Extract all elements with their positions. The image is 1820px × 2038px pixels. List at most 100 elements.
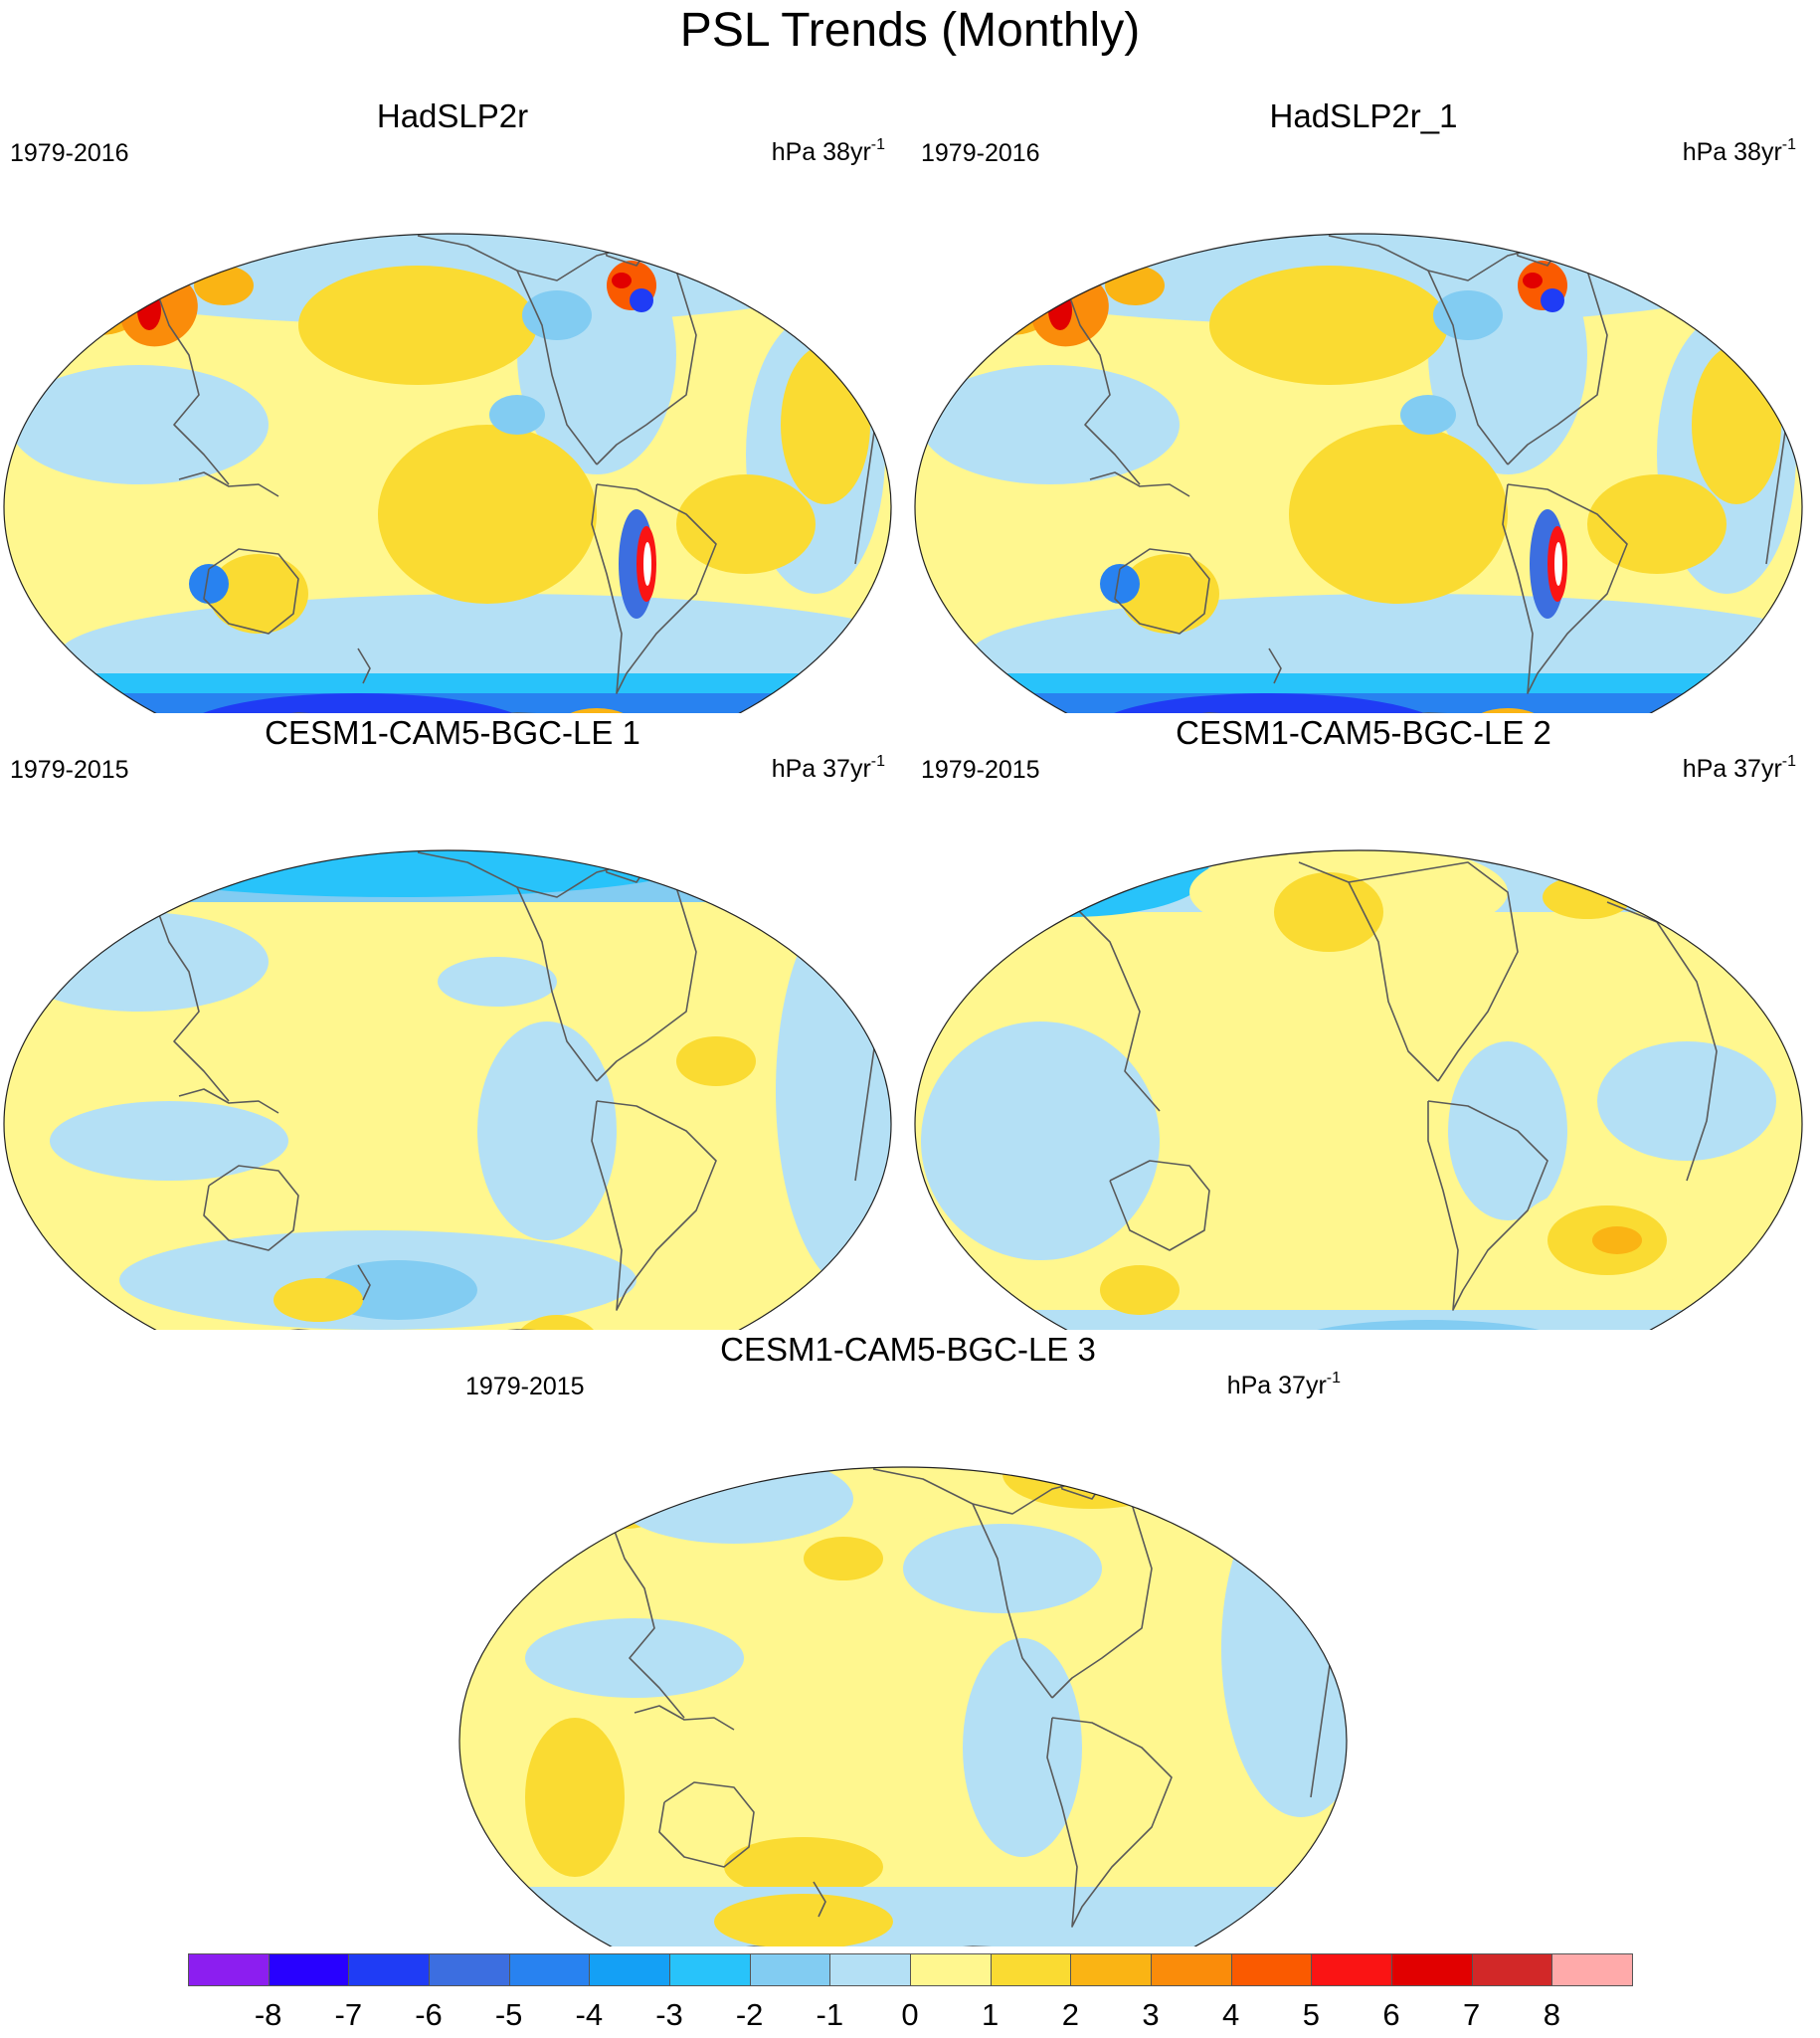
trend-region <box>99 850 696 897</box>
units-label: hPa 37yr-1 <box>1682 753 1796 783</box>
coastline <box>1059 270 1141 485</box>
south-america-outline <box>591 1100 717 1311</box>
trend-region <box>714 1894 893 1946</box>
coastline <box>933 1447 1012 1457</box>
map-border <box>3 849 892 1330</box>
coastline <box>1388 214 1468 224</box>
trend-region <box>1433 290 1503 340</box>
trend-region <box>1400 395 1456 435</box>
map-border <box>3 233 892 713</box>
trend-region <box>1587 474 1727 574</box>
trend-region <box>630 288 653 312</box>
coastline <box>1059 891 1161 1112</box>
trend-region <box>525 1618 744 1698</box>
trend-region <box>1543 875 1632 919</box>
map-panel-hadslp2r: HadSLP2r 1979-2016 hPa 38yr-1 <box>0 96 905 713</box>
trend-region <box>1554 542 1562 586</box>
trend-region <box>1692 345 1781 504</box>
colorbar-swatch <box>829 1953 911 1986</box>
trend-region <box>643 542 651 586</box>
australia-outline <box>658 1781 755 1868</box>
map-panel-cesm1-le-1: CESM1-CAM5-BGC-LE 1 1979-2015 hPa 37yr-1 <box>0 713 905 1330</box>
colorbar-tick-label: 6 <box>1382 1997 1400 2032</box>
coastline <box>1427 245 1608 465</box>
coastline <box>357 1264 371 1301</box>
coastline <box>516 861 697 1082</box>
coastline <box>477 831 557 840</box>
trend-region <box>1100 564 1140 604</box>
colorbar-swatch <box>1070 1953 1152 1986</box>
trend-region <box>615 1467 853 1544</box>
trend-field <box>4 831 891 1330</box>
coastline <box>972 1478 1153 1699</box>
colorbar-tick-label: -2 <box>735 1997 764 2032</box>
map-border <box>458 1466 1348 1946</box>
north-america-outline <box>1328 235 1509 465</box>
map-panel-hadslp2r-1: HadSLP2r_1 1979-2016 hPa 38yr-1 <box>911 96 1816 713</box>
trend-region <box>1488 850 1727 872</box>
colorbar-swatch <box>429 1953 510 1986</box>
north-america-outline <box>872 1468 1053 1699</box>
trend-region <box>525 1718 625 1877</box>
australia-outline <box>203 1165 299 1251</box>
colorbar-tick-label: -5 <box>494 1997 523 2032</box>
coastline <box>813 1881 826 1918</box>
trend-region <box>489 395 545 435</box>
trend-region <box>1289 425 1508 604</box>
south-america-outline <box>1427 1100 1548 1311</box>
trend-region <box>209 554 308 634</box>
north-america-outline <box>1298 861 1439 1082</box>
colorbar-tick-label: 2 <box>1061 1997 1079 2032</box>
colorbar-swatch <box>1151 1953 1232 1986</box>
colorbar-tick-label: -3 <box>655 1997 683 2032</box>
coastline <box>178 471 279 497</box>
trend-region <box>612 273 632 288</box>
coastline <box>178 1088 279 1114</box>
trend-region <box>1274 872 1383 952</box>
trend-region <box>915 1310 1802 1330</box>
panel-title: HadSLP2r_1 <box>1269 97 1458 134</box>
trend-background <box>459 1467 1347 1946</box>
colorbar-swatch <box>669 1953 751 1986</box>
units-label: hPa 38yr-1 <box>1682 136 1796 166</box>
map-canvas <box>914 849 1803 1330</box>
colorbar-swatch <box>348 1953 430 1986</box>
coastline <box>148 886 230 1102</box>
trend-region <box>776 892 891 1290</box>
map-border <box>914 233 1803 713</box>
trend-region <box>465 1467 1341 1519</box>
trend-region <box>724 1837 883 1897</box>
trend-field <box>4 214 891 713</box>
coastline <box>148 270 230 485</box>
trend-region <box>931 850 1209 917</box>
coastline <box>1089 471 1190 497</box>
trend-region <box>1120 554 1219 634</box>
trend-region <box>1541 288 1564 312</box>
map-canvas <box>3 214 892 713</box>
panel-title: CESM1-CAM5-BGC-LE 2 <box>1176 714 1551 751</box>
coastline <box>477 214 557 224</box>
trend-region <box>1448 1041 1567 1220</box>
colorbar-swatch <box>1391 1953 1473 1986</box>
north-america-outline <box>417 235 598 465</box>
colorbar-swatch <box>990 1953 1072 1986</box>
units-label: hPa 37yr-1 <box>771 753 885 783</box>
figure-title: PSL Trends (Monthly) <box>679 4 1141 57</box>
trend-region <box>963 1638 1082 1857</box>
trend-region <box>522 290 592 340</box>
south-america-outline <box>1502 483 1628 694</box>
trend-region <box>459 1887 1347 1946</box>
colorbar-swatch <box>1471 1953 1553 1986</box>
colorbar-tick-label: -1 <box>816 1997 844 2032</box>
colorbar-tick-label: 4 <box>1222 1997 1240 2032</box>
trend-region <box>676 1036 756 1086</box>
coastline <box>604 1503 685 1719</box>
panel-title: HadSLP2r <box>376 97 529 134</box>
colorbar-swatch <box>749 1953 831 1986</box>
trend-region <box>189 564 229 604</box>
trend-region <box>921 365 1180 484</box>
coastline <box>634 1705 735 1731</box>
colorbar-tick-label: 7 <box>1463 1997 1481 2032</box>
coastline <box>1268 648 1282 684</box>
trend-region <box>378 425 597 604</box>
